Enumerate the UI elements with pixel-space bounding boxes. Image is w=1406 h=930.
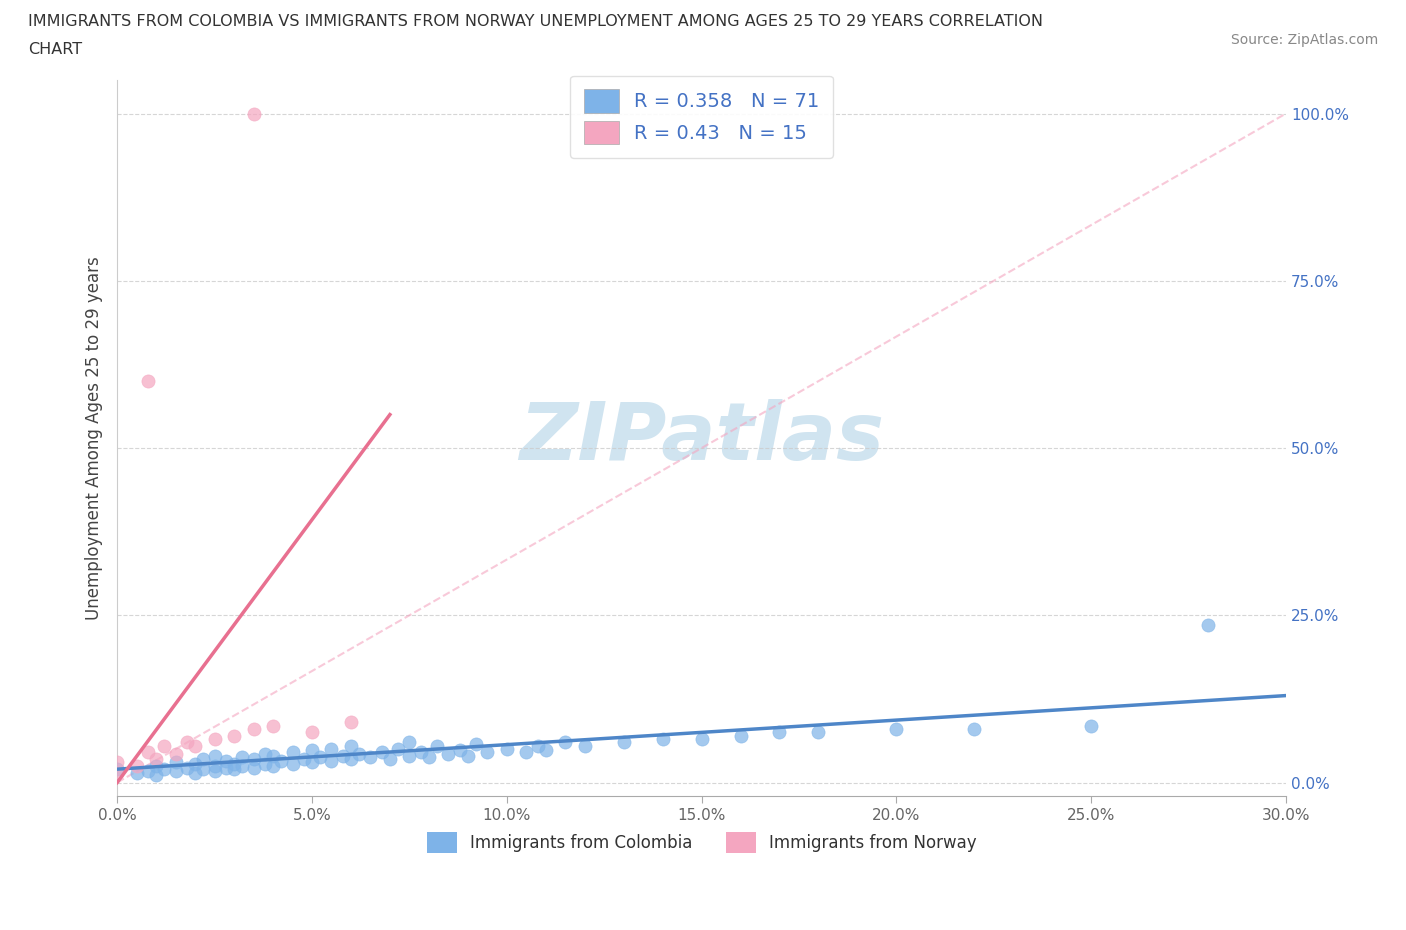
Point [387,741,409,756]
Point [426,738,449,753]
Point [292,751,315,766]
Point [554,735,576,750]
Point [184,738,207,753]
Legend: Immigrants from Colombia, Immigrants from Norway: Immigrants from Colombia, Immigrants fro… [420,826,983,859]
Point [495,741,517,756]
Point [398,735,420,750]
Point [690,732,713,747]
Point [371,745,394,760]
Point [125,765,148,780]
Point [204,763,226,777]
Point [730,728,752,743]
Point [242,106,264,121]
Point [105,765,128,780]
Point [184,765,207,780]
Point [176,735,198,750]
Point [768,724,790,739]
Point [222,728,245,743]
Text: Source: ZipAtlas.com: Source: ZipAtlas.com [1230,33,1378,46]
Point [105,762,128,777]
Point [347,747,370,762]
Point [477,745,499,760]
Text: CHART: CHART [28,42,82,57]
Point [165,747,187,762]
Point [359,750,381,764]
Point [176,761,198,776]
Point [449,743,471,758]
Point [308,750,330,764]
Point [398,749,420,764]
Point [262,758,284,773]
Point [184,756,207,771]
Point [1080,718,1102,733]
Point [409,745,432,760]
Point [215,761,238,776]
Point [321,741,343,756]
Point [301,743,323,758]
Point [231,750,253,764]
Point [153,762,176,777]
Point [204,758,226,773]
Point [138,374,160,389]
Point [301,755,323,770]
Point [332,749,354,764]
Point [457,749,479,764]
Point [204,732,226,747]
Point [340,715,363,730]
Point [222,762,245,777]
Point [464,737,486,751]
Point [145,751,167,766]
Point [242,761,264,776]
Point [574,738,596,753]
Point [215,753,238,768]
Point [165,755,187,770]
Point [270,753,292,768]
Point [534,743,557,758]
Point [254,756,277,771]
Point [145,758,167,773]
Point [886,722,908,737]
Point [378,751,401,766]
Point [231,758,253,773]
Point [222,756,245,771]
Point [254,747,277,762]
Point [321,753,343,768]
Point [262,749,284,764]
Point [613,735,636,750]
Point [165,763,187,777]
Point [301,724,323,739]
Point [281,756,304,771]
Point [105,755,128,770]
Point [340,751,363,766]
Point [515,745,537,760]
Point [145,767,167,782]
Text: ZIPatlas: ZIPatlas [519,399,884,477]
Point [138,763,160,777]
Point [281,745,304,760]
Y-axis label: Unemployment Among Ages 25 to 29 years: Unemployment Among Ages 25 to 29 years [86,256,103,620]
Point [204,749,226,764]
Point [1197,618,1219,632]
Text: IMMIGRANTS FROM COLOMBIA VS IMMIGRANTS FROM NORWAY UNEMPLOYMENT AMONG AGES 25 TO: IMMIGRANTS FROM COLOMBIA VS IMMIGRANTS F… [28,14,1043,29]
Point [651,732,673,747]
Point [125,758,148,773]
Point [242,722,264,737]
Point [418,750,440,764]
Point [262,718,284,733]
Point [527,738,550,753]
Point [138,745,160,760]
Point [437,747,460,762]
Point [963,722,986,737]
Point [153,738,176,753]
Point [340,738,363,753]
Point [191,751,214,766]
Point [191,762,214,777]
Point [242,751,264,766]
Point [807,724,830,739]
